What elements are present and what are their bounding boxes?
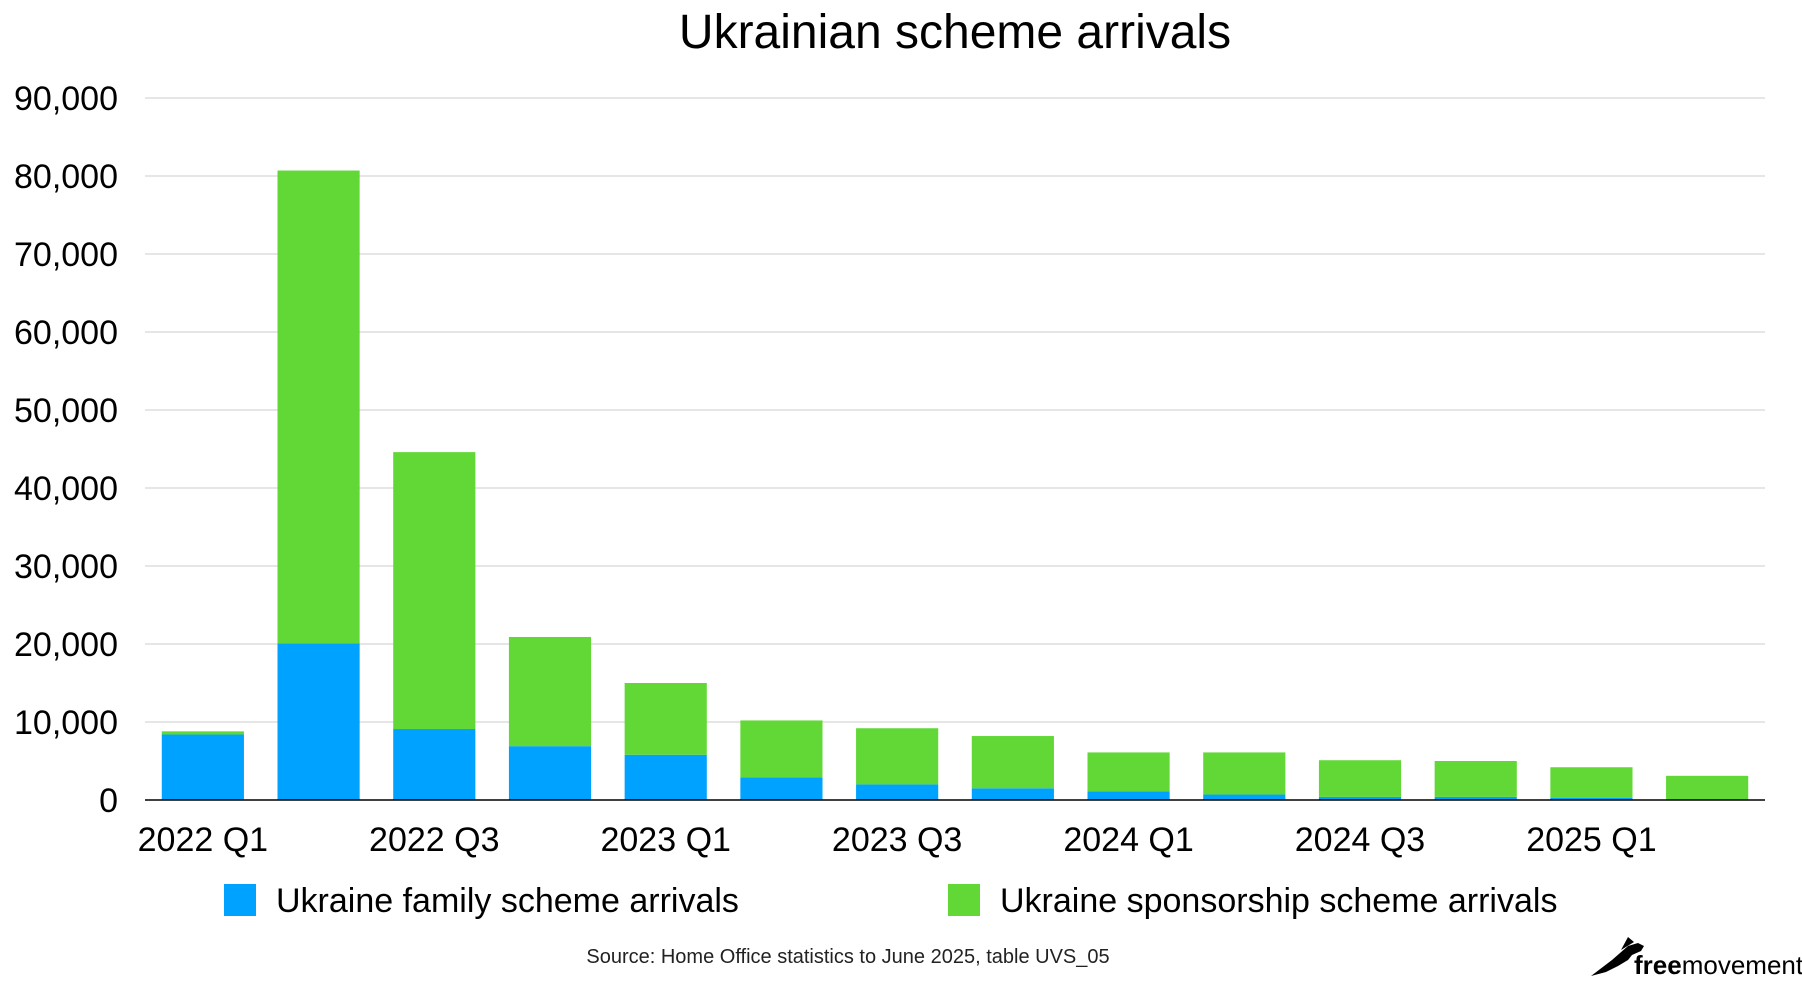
legend-label: Ukraine family scheme arrivals — [276, 882, 739, 920]
bar-family — [277, 643, 360, 800]
legend: Ukraine family scheme arrivals Ukraine sp… — [224, 882, 1557, 920]
x-tick-label: 2025 Q1 — [1526, 821, 1656, 859]
bar-family — [508, 746, 592, 800]
y-tick-label: 90,000 — [14, 80, 118, 118]
y-tick-label: 80,000 — [14, 158, 118, 196]
bar-sponsorship — [1087, 752, 1170, 792]
bar-sponsorship — [971, 736, 1054, 789]
x-tick-label: 2022 Q3 — [369, 821, 499, 859]
x-tick-label: 2023 Q1 — [600, 821, 730, 859]
bars — [161, 170, 1749, 800]
bar-sponsorship — [277, 170, 360, 644]
bar-sponsorship — [1550, 767, 1633, 798]
y-tick-label: 10,000 — [14, 704, 118, 742]
freemovement-logo[interactable]: freemovement — [1591, 937, 1802, 980]
x-tick-label: 2022 Q1 — [138, 821, 268, 859]
y-tick-label: 0 — [99, 782, 118, 820]
y-axis-ticks: 0 10,000 20,000 30,000 40,000 50,000 60,000 70,… — [14, 80, 118, 820]
legend-label: Ukraine sponsorship scheme arrivals — [1000, 882, 1557, 920]
bird-icon — [1591, 937, 1644, 976]
bar-family — [1434, 796, 1517, 800]
bar-family — [393, 729, 476, 800]
y-tick-label: 70,000 — [14, 236, 118, 274]
bar-family — [1087, 791, 1170, 800]
bar-sponsorship — [161, 731, 244, 735]
bar-family — [624, 754, 707, 800]
logo-free: free — [1634, 950, 1682, 980]
bar-family — [1550, 797, 1633, 800]
bar-sponsorship — [393, 452, 476, 730]
logo-text: freemovement — [1634, 950, 1802, 980]
bar-family — [971, 788, 1054, 800]
grid — [145, 97, 1765, 723]
bar-family — [1318, 796, 1402, 800]
legend-swatch — [948, 884, 980, 916]
y-tick-label: 60,000 — [14, 314, 118, 352]
bar-sponsorship — [856, 728, 939, 785]
y-tick-label: 30,000 — [14, 548, 118, 586]
bar-sponsorship — [1318, 760, 1402, 797]
bar-family — [740, 777, 823, 800]
chart-title: Ukrainian scheme arrivals — [679, 6, 1231, 59]
bar-sponsorship — [1666, 775, 1749, 800]
bar-sponsorship — [624, 683, 707, 755]
legend-swatch — [224, 884, 256, 916]
x-tick-label: 2024 Q3 — [1295, 821, 1425, 859]
bar-sponsorship — [740, 720, 823, 778]
y-tick-label: 40,000 — [14, 470, 118, 508]
bar-family — [856, 784, 939, 800]
x-tick-label: 2023 Q3 — [832, 821, 962, 859]
source-note: Source: Home Office statistics to June 2… — [586, 946, 1109, 968]
y-tick-label: 20,000 — [14, 626, 118, 664]
bar-sponsorship — [508, 636, 592, 747]
bar-sponsorship — [1434, 761, 1517, 797]
x-tick-label: 2024 Q1 — [1063, 821, 1193, 859]
bar-family — [161, 734, 244, 800]
x-axis-ticks: 2022 Q1 2022 Q3 2023 Q1 2023 Q3 2024 Q1 2024 … — [138, 821, 1657, 859]
bar-family — [1203, 794, 1286, 800]
logo-movement: movement — [1682, 950, 1802, 980]
y-tick-label: 50,000 — [14, 392, 118, 430]
bar-sponsorship — [1203, 752, 1286, 795]
